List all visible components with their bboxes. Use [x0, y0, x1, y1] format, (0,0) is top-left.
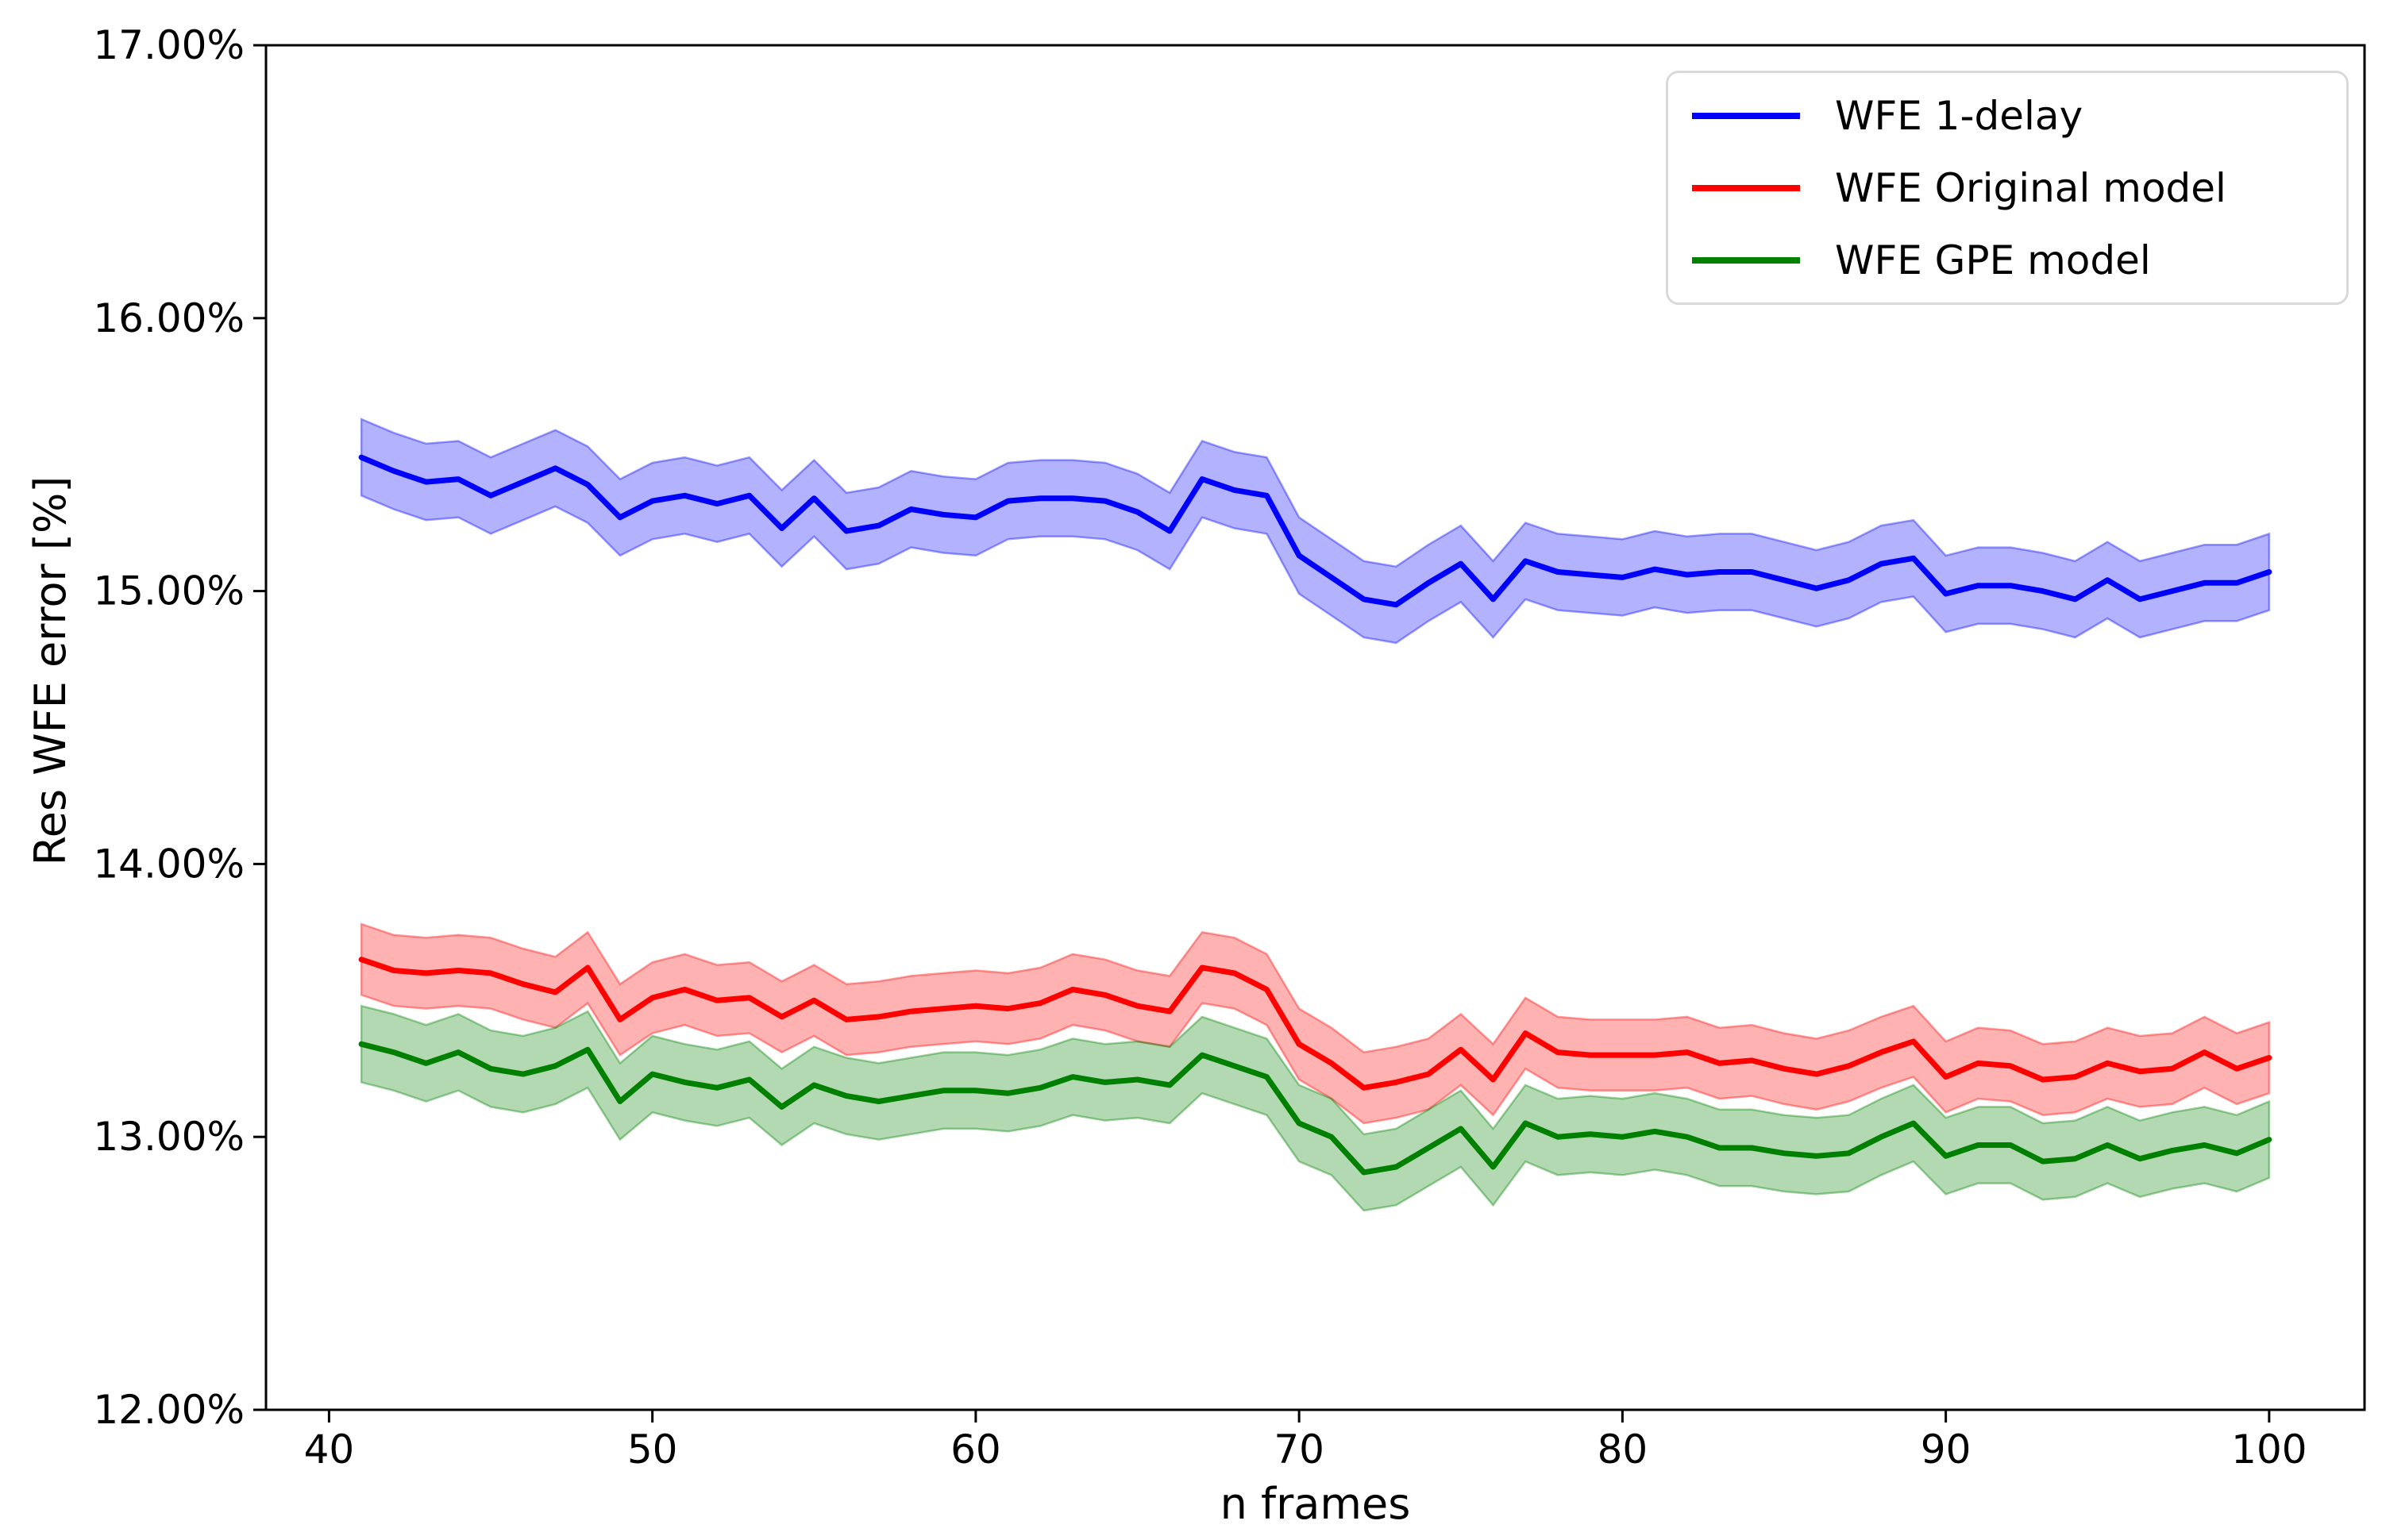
y-tick-label: 12.00% — [93, 1387, 245, 1433]
y-tick-label: 17.00% — [93, 22, 245, 68]
y-tick-label: 15.00% — [93, 568, 245, 614]
series-line-2 — [358, 1041, 2272, 1176]
plot-frame — [264, 44, 2366, 1411]
legend-label: WFE Original model — [1835, 164, 2226, 211]
legend-label: WFE 1-delay — [1835, 92, 2083, 139]
x-axis-label: n frames — [1220, 1479, 1411, 1529]
legend-box: WFE 1-delay WFE Original model WFE GPE mod… — [1666, 71, 2349, 305]
confidence-band-0 — [360, 418, 2271, 645]
x-tick-label: 70 — [1274, 1426, 1324, 1473]
x-tick-label: 90 — [1921, 1426, 1972, 1473]
x-tick-label: 100 — [2231, 1426, 2307, 1473]
y-tick-label: 16.00% — [93, 295, 245, 341]
x-tick-label: 80 — [1598, 1426, 1648, 1473]
legend-item: WFE GPE model — [1692, 241, 2338, 280]
confidence-band-1 — [360, 922, 2271, 1125]
y-tick-label: 13.00% — [93, 1114, 245, 1160]
y-tick-label: 14.00% — [93, 841, 245, 887]
x-tick-label: 60 — [950, 1426, 1001, 1473]
x-tick-label: 40 — [304, 1426, 355, 1473]
legend-item: WFE Original model — [1692, 168, 2338, 208]
confidence-band-2 — [360, 1004, 2271, 1212]
legend-label: WFE GPE model — [1835, 237, 2151, 283]
legend-line-sample-icon — [1692, 112, 1800, 119]
series-line-0 — [358, 454, 2272, 608]
legend-item: WFE 1-delay — [1692, 96, 2338, 136]
y-axis-label: Res WFE error [%] — [25, 475, 75, 866]
legend-line-sample-icon — [1692, 256, 1800, 264]
x-tick-label: 50 — [627, 1426, 678, 1473]
series-line-1 — [358, 957, 2272, 1091]
legend-line-sample-icon — [1692, 184, 1800, 191]
